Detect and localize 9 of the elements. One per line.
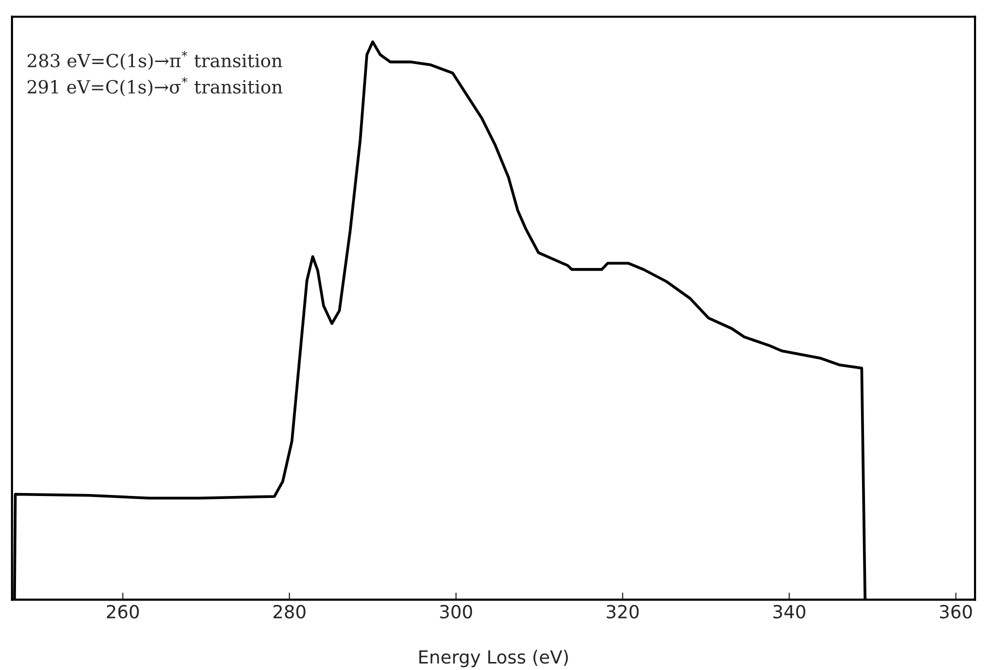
- x-tick-label: 320: [606, 604, 639, 618]
- x-tick-label: 300: [440, 604, 472, 618]
- annotation: 291 eV=C(1s)→σ$^{*}$ transition: [28, 77, 282, 96]
- x-tick-label: 260: [106, 604, 139, 618]
- x-axis-title: Energy Loss (eV): [419, 650, 568, 668]
- x-tick-label: 340: [773, 604, 806, 618]
- annotation: 283 eV=C(1s)→π$^{*}$ transition: [28, 50, 282, 70]
- x-tick-label: 360: [940, 604, 972, 618]
- x-tick-label: 280: [273, 604, 306, 618]
